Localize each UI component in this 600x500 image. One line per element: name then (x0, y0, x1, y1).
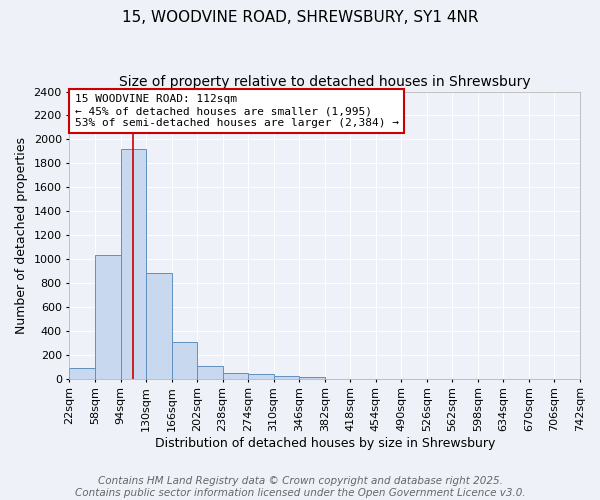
Text: 15, WOODVINE ROAD, SHREWSBURY, SY1 4NR: 15, WOODVINE ROAD, SHREWSBURY, SY1 4NR (122, 10, 478, 25)
Title: Size of property relative to detached houses in Shrewsbury: Size of property relative to detached ho… (119, 75, 530, 89)
Bar (197, 366, 223, 378)
Y-axis label: Number of detached properties: Number of detached properties (15, 136, 28, 334)
Bar (121, 149, 146, 378)
Bar (223, 372, 248, 378)
Bar (172, 342, 197, 378)
Text: 15 WOODVINE ROAD: 112sqm
← 45% of detached houses are smaller (1,995)
53% of sem: 15 WOODVINE ROAD: 112sqm ← 45% of detach… (74, 94, 398, 128)
Bar (299, 377, 325, 378)
Bar (70, 368, 95, 378)
Bar (146, 274, 172, 378)
Bar (274, 376, 299, 378)
X-axis label: Distribution of detached houses by size in Shrewsbury: Distribution of detached houses by size … (155, 437, 495, 450)
Bar (248, 374, 274, 378)
Text: Contains HM Land Registry data © Crown copyright and database right 2025.
Contai: Contains HM Land Registry data © Crown c… (74, 476, 526, 498)
Bar (95, 256, 121, 378)
